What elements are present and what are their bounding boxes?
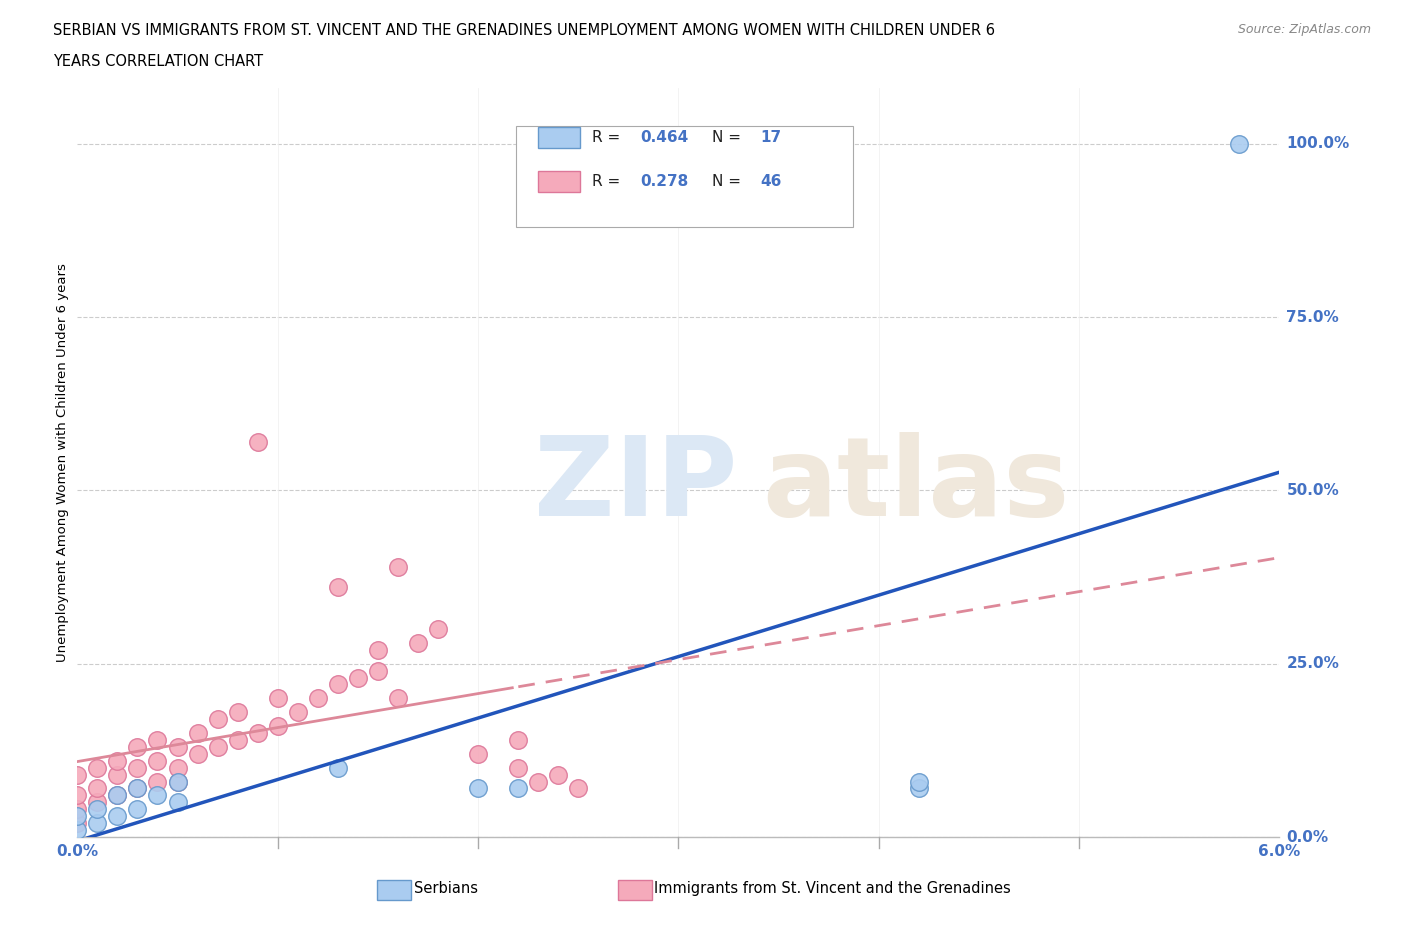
Point [326, 760, 349, 775]
Point [326, 580, 349, 595]
Text: SERBIAN VS IMMIGRANTS FROM ST. VINCENT AND THE GRENADINES UNEMPLOYMENT AMONG WOM: SERBIAN VS IMMIGRANTS FROM ST. VINCENT A… [53, 23, 995, 38]
Text: 100.0%: 100.0% [1286, 137, 1350, 152]
Point [146, 774, 169, 789]
Point [86, 781, 108, 796]
Point [908, 781, 931, 796]
Text: Source: ZipAtlas.com: Source: ZipAtlas.com [1237, 23, 1371, 36]
Point [406, 635, 429, 650]
Text: 50.0%: 50.0% [1286, 483, 1340, 498]
Text: YEARS CORRELATION CHART: YEARS CORRELATION CHART [53, 54, 263, 69]
Point [86, 795, 108, 810]
Point [246, 725, 269, 740]
Point [66, 823, 89, 838]
Point [86, 760, 108, 775]
Point [146, 788, 169, 803]
Point [508, 760, 530, 775]
Point [127, 781, 149, 796]
Point [107, 788, 129, 803]
Point [226, 733, 249, 748]
Text: atlas: atlas [762, 432, 1070, 538]
Point [307, 691, 329, 706]
Point [567, 781, 589, 796]
Point [66, 802, 89, 817]
Point [186, 725, 209, 740]
Text: 25.0%: 25.0% [1286, 657, 1340, 671]
Text: 75.0%: 75.0% [1286, 310, 1340, 325]
Point [246, 434, 269, 449]
Point [207, 711, 229, 726]
FancyBboxPatch shape [516, 126, 852, 227]
Point [326, 677, 349, 692]
Point [66, 816, 89, 830]
Y-axis label: Unemployment Among Women with Children Under 6 years: Unemployment Among Women with Children U… [56, 263, 69, 662]
Text: ZIP: ZIP [534, 432, 738, 538]
Text: 6.0%: 6.0% [1258, 844, 1301, 859]
Point [127, 802, 149, 817]
Point [166, 739, 188, 754]
Point [1229, 137, 1251, 152]
Point [86, 816, 108, 830]
Text: Serbians: Serbians [413, 881, 478, 896]
Text: 0.0%: 0.0% [1286, 830, 1329, 844]
Point [66, 788, 89, 803]
Point [166, 795, 188, 810]
Point [508, 733, 530, 748]
Point [287, 705, 309, 720]
Point [367, 663, 389, 678]
Point [267, 719, 290, 734]
Point [267, 691, 290, 706]
Point [107, 753, 129, 768]
Text: N =: N = [711, 174, 747, 189]
Text: 17: 17 [761, 129, 782, 144]
Text: 0.278: 0.278 [640, 174, 688, 189]
Bar [537, 127, 579, 148]
Point [66, 809, 89, 824]
Point [467, 781, 489, 796]
Text: R =: R = [592, 129, 624, 144]
Point [86, 802, 108, 817]
Point [527, 774, 550, 789]
Point [207, 739, 229, 754]
Bar [537, 171, 579, 192]
Point [467, 747, 489, 762]
Point [107, 809, 129, 824]
Point [226, 705, 249, 720]
Point [166, 774, 188, 789]
Point [427, 621, 450, 636]
Text: 46: 46 [761, 174, 782, 189]
Point [127, 760, 149, 775]
Point [347, 671, 370, 685]
Point [508, 781, 530, 796]
Point [107, 788, 129, 803]
Point [107, 767, 129, 782]
Point [387, 559, 409, 574]
Point [387, 691, 409, 706]
Point [166, 760, 188, 775]
Text: 0.464: 0.464 [640, 129, 688, 144]
Point [146, 733, 169, 748]
Point [367, 643, 389, 658]
Text: Immigrants from St. Vincent and the Grenadines: Immigrants from St. Vincent and the Gren… [654, 881, 1011, 896]
Text: N =: N = [711, 129, 747, 144]
Point [166, 774, 188, 789]
Point [186, 747, 209, 762]
Point [66, 767, 89, 782]
Point [127, 781, 149, 796]
Point [127, 739, 149, 754]
Text: 0.0%: 0.0% [56, 844, 98, 859]
Point [547, 767, 569, 782]
Point [908, 774, 931, 789]
Text: R =: R = [592, 174, 624, 189]
Point [146, 753, 169, 768]
